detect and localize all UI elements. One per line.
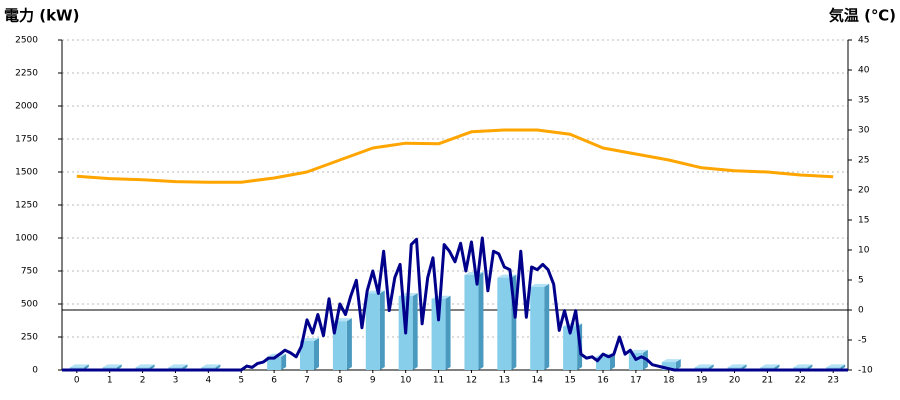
- x-tick-label: 9: [370, 376, 376, 386]
- x-tick-label: 8: [337, 376, 343, 386]
- bar: [530, 286, 545, 370]
- bar: [661, 362, 676, 370]
- bar: [332, 321, 347, 370]
- y-tick-label: 500: [21, 300, 38, 310]
- x-tick-label: 5: [238, 376, 244, 386]
- bar-top: [300, 337, 320, 341]
- bar: [365, 293, 380, 370]
- bar-top: [694, 364, 714, 368]
- y2-tick-label: 5: [858, 276, 864, 286]
- y2-tick-label: 20: [858, 186, 870, 196]
- bar-top: [102, 364, 122, 368]
- x-tick-label: 1: [107, 376, 113, 386]
- y-tick-label: 1250: [15, 201, 38, 211]
- bar-side: [346, 318, 352, 370]
- bar: [300, 340, 315, 370]
- x-tick-label: 4: [205, 376, 211, 386]
- bar-top: [760, 364, 780, 368]
- y2-tick-label: -10: [858, 366, 873, 376]
- y-tick-label: 2250: [15, 69, 38, 79]
- x-tick-label: 0: [74, 376, 80, 386]
- x-tick-label: 21: [762, 376, 773, 386]
- y-tick-label: 2500: [15, 36, 38, 46]
- bar: [431, 298, 446, 370]
- bar-top: [168, 364, 188, 368]
- bar-top: [135, 364, 155, 368]
- y2-tick-label: 30: [858, 126, 870, 136]
- x-tick-label: 15: [564, 376, 575, 386]
- y2-tick-label: 40: [858, 66, 870, 76]
- bar-top: [201, 364, 221, 368]
- bar-side: [544, 283, 550, 370]
- y2-tick-label: 45: [858, 36, 869, 46]
- bar-side: [609, 353, 615, 370]
- y2-tick-label: 10: [858, 246, 870, 256]
- x-tick-label: 22: [795, 376, 806, 386]
- x-tick-label: 12: [466, 376, 477, 386]
- x-tick-label: 23: [827, 376, 838, 386]
- y-axis-title: 電力 (kW): [4, 7, 79, 25]
- y-tick-label: 2000: [15, 102, 38, 112]
- bar-top: [69, 364, 89, 368]
- y2-axis-title: 気温 (℃): [829, 7, 896, 25]
- bar: [563, 326, 578, 370]
- bar-side: [314, 337, 320, 370]
- x-tick-label: 16: [597, 376, 609, 386]
- bar-top: [727, 364, 747, 368]
- x-tick-label: 6: [271, 376, 277, 386]
- bar-side: [478, 271, 484, 370]
- bar: [267, 356, 282, 370]
- y-tick-label: 1500: [15, 168, 38, 178]
- x-tick-label: 20: [729, 376, 741, 386]
- x-tick-label: 14: [531, 376, 543, 386]
- bar-top: [661, 359, 681, 363]
- x-tick-label: 2: [140, 376, 146, 386]
- x-tick-label: 3: [173, 376, 179, 386]
- bar-side: [281, 353, 287, 370]
- y2-tick-label: -5: [858, 336, 867, 346]
- y-tick-label: 1000: [15, 234, 38, 244]
- line: [76, 128, 834, 184]
- y-tick-label: 250: [21, 333, 38, 343]
- bar-side: [379, 290, 385, 370]
- x-tick-label: 11: [433, 376, 444, 386]
- y2-tick-label: 25: [858, 156, 869, 166]
- y2-tick-label: 0: [858, 306, 864, 316]
- y2-tick-label: 15: [858, 216, 869, 226]
- line: [62, 236, 848, 372]
- bar-side: [675, 359, 681, 370]
- bar: [464, 274, 479, 370]
- y-tick-label: 0: [32, 366, 38, 376]
- bar-top: [826, 364, 846, 368]
- x-tick-label: 19: [696, 376, 708, 386]
- bar-top: [530, 283, 550, 287]
- x-tick-label: 7: [304, 376, 310, 386]
- x-tick-label: 17: [630, 376, 641, 386]
- y-tick-label: 750: [21, 267, 38, 277]
- x-tick-label: 10: [400, 376, 412, 386]
- bar-top: [793, 364, 813, 368]
- y-tick-label: 1750: [15, 135, 38, 145]
- bar-side: [412, 293, 418, 370]
- bar: [628, 352, 643, 370]
- x-tick-label: 13: [499, 376, 510, 386]
- bar: [497, 277, 512, 370]
- y2-tick-label: 35: [858, 96, 869, 106]
- x-tick-label: 18: [663, 376, 675, 386]
- bar-side: [445, 295, 451, 370]
- bar-top: [628, 349, 648, 353]
